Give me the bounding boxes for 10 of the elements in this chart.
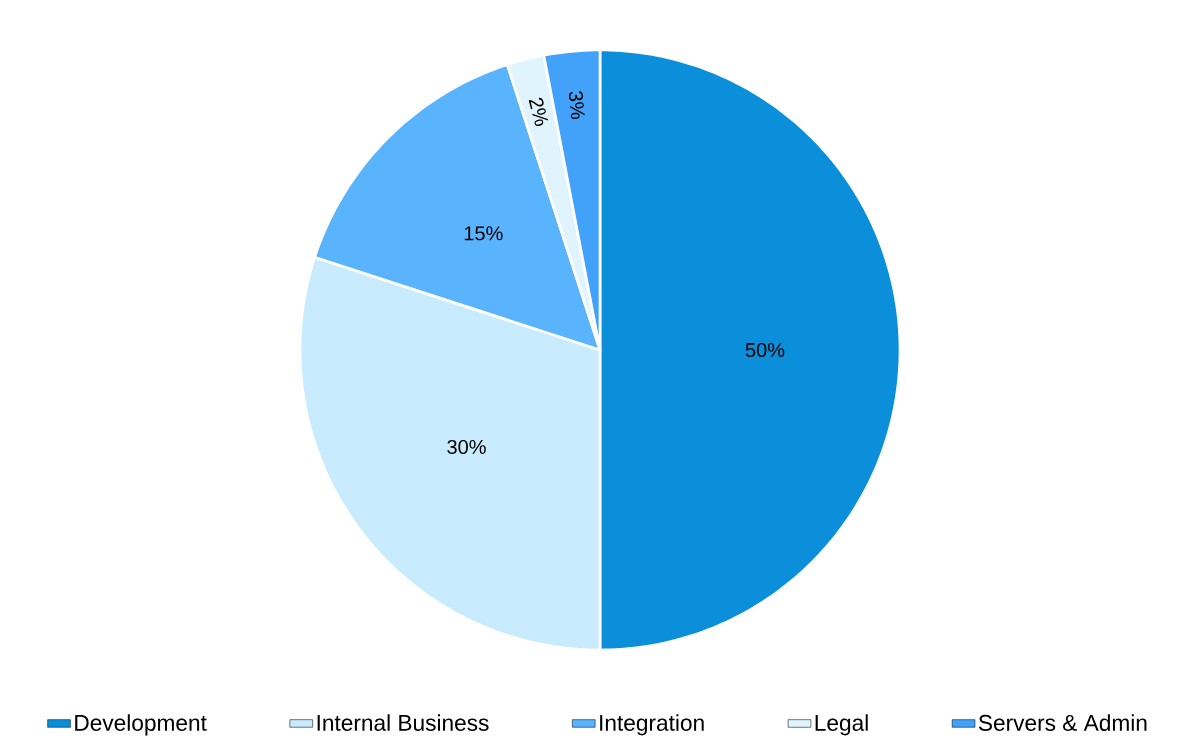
legend-label: Servers & Admin: [978, 714, 1147, 731]
legend-label: Integration: [600, 714, 704, 736]
legend-label: Development: [75, 714, 207, 736]
data-label: 50%: [745, 342, 785, 358]
data-label: 3%: [568, 91, 585, 120]
data-label: 30%: [447, 439, 486, 455]
legend-label: Internal Business: [317, 714, 489, 731]
legend-label: Legal: [815, 714, 868, 736]
data-label: 2%: [528, 97, 549, 126]
data-label: 15%: [464, 226, 503, 241]
